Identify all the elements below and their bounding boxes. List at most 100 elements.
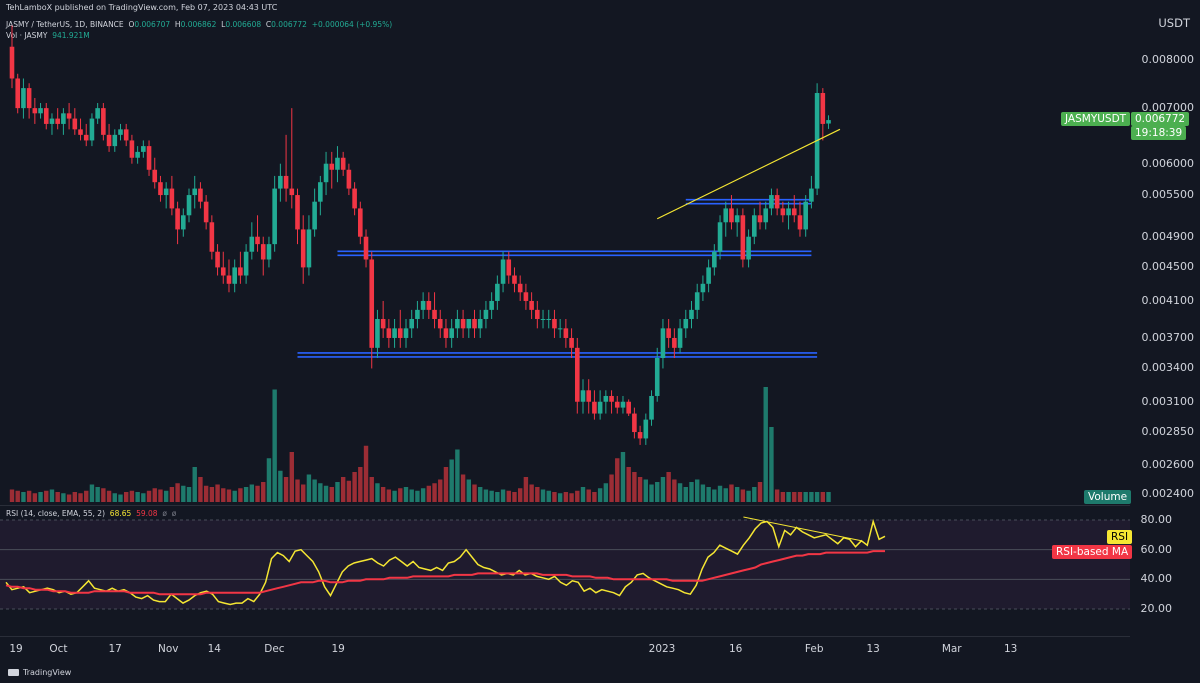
candle-body: [323, 163, 329, 183]
volume-bar: [129, 490, 135, 502]
candle-body: [306, 229, 312, 268]
candle-body: [266, 244, 272, 260]
price-tick-label: 0.003700: [1141, 330, 1195, 344]
candle-body: [198, 188, 203, 202]
volume-bar: [466, 479, 471, 502]
low-label: L: [221, 20, 226, 29]
volume-bar: [729, 484, 734, 502]
price-axis-currency: USDT: [1158, 16, 1190, 30]
candle-body: [729, 208, 734, 223]
candle-body: [335, 157, 340, 170]
candle-body: [255, 236, 260, 245]
candle-body: [26, 88, 32, 109]
price-tick-label: 0.004100: [1141, 293, 1195, 307]
volume-bar: [386, 489, 392, 502]
volume-bar: [232, 490, 237, 502]
candle-body: [780, 208, 786, 216]
volume-bar: [826, 492, 831, 502]
volume-bar: [586, 489, 591, 502]
volume-bar: [358, 467, 363, 502]
candle-body: [249, 236, 255, 252]
volume-bar: [455, 449, 460, 502]
volume-bar: [700, 484, 706, 502]
candle-body: [415, 309, 420, 319]
volume-bar: [552, 492, 557, 502]
candle-body: [654, 357, 660, 396]
price-tick-label: 0.004500: [1141, 260, 1195, 274]
candle-body: [506, 259, 512, 276]
candle-body: [78, 129, 83, 135]
volume-bar: [49, 489, 55, 502]
candle-body: [569, 337, 574, 348]
candle-body: [426, 300, 432, 310]
volume-bar: [500, 489, 506, 502]
volume-bar: [301, 484, 306, 502]
candle-body: [9, 46, 15, 79]
volume-bar: [517, 488, 523, 502]
rsi-legend-value: 68.65: [109, 509, 132, 518]
volume-bar: [792, 492, 797, 502]
volume-bar: [409, 489, 414, 502]
volume-bar: [255, 485, 260, 502]
rsi-tick-label: 80.00: [1140, 513, 1173, 526]
candle-body: [563, 328, 569, 338]
candle-body: [620, 401, 626, 408]
candle-body: [232, 267, 237, 284]
price-tick-label: 0.002600: [1141, 458, 1195, 472]
candle-body: [118, 129, 123, 135]
time-tick-label: 19: [9, 643, 23, 655]
candle-body: [535, 309, 540, 319]
candle-body: [358, 208, 363, 237]
rsi-chart[interactable]: [0, 506, 1130, 636]
volume-bar: [460, 474, 466, 502]
volume-bar: [203, 485, 209, 502]
time-tick-label: Dec: [264, 643, 285, 655]
volume-legend-value: 941.921M: [52, 31, 90, 40]
volume-bar: [318, 483, 323, 502]
candle-body: [295, 195, 300, 230]
price-tick-label: 0.002400: [1141, 487, 1195, 500]
volume-bar: [192, 467, 197, 502]
candle-body: [203, 201, 209, 223]
candle-body: [746, 236, 751, 260]
candle-body: [346, 169, 352, 189]
rsi-legend-extra-1: ø: [162, 509, 167, 518]
volume-bar: [363, 445, 369, 502]
volume-bar: [84, 490, 89, 502]
volume-bar: [615, 458, 620, 502]
volume-bar: [535, 487, 540, 502]
candle-body: [443, 328, 449, 338]
volume-bar: [312, 479, 317, 502]
candle-body: [740, 215, 746, 260]
volume-bar: [306, 474, 312, 502]
volume-bar: [323, 485, 329, 502]
volume-bar: [112, 493, 117, 502]
candle-body: [791, 208, 797, 216]
candle-body: [437, 318, 443, 329]
candle-body: [243, 251, 249, 276]
volume-bar: [420, 488, 426, 502]
price-chart[interactable]: [0, 0, 1130, 505]
candle-body: [700, 283, 706, 293]
volume-bar: [15, 490, 20, 502]
price-tick-label: 0.005500: [1141, 188, 1195, 202]
candle-body: [820, 93, 826, 124]
volume-bar: [89, 484, 95, 502]
footer-brand-text: TradingView: [23, 668, 72, 677]
volume-bar: [438, 479, 443, 502]
volume-bar: [243, 487, 249, 502]
volume-bar: [118, 494, 123, 502]
time-tick-label: 17: [108, 643, 122, 655]
price-tick-label: 0.007000: [1141, 101, 1195, 115]
price-tick-label: 0.003100: [1141, 394, 1195, 408]
volume-bar: [44, 490, 49, 502]
time-tick-label: Oct: [49, 643, 68, 655]
volume-bar: [380, 487, 386, 502]
candle-body: [152, 169, 158, 183]
time-axis-separator: [0, 636, 1130, 637]
volume-bar: [9, 489, 15, 502]
volume-bar: [272, 389, 277, 502]
candle-body: [43, 108, 49, 124]
volume-bar: [660, 477, 666, 502]
candle-body: [380, 318, 386, 329]
